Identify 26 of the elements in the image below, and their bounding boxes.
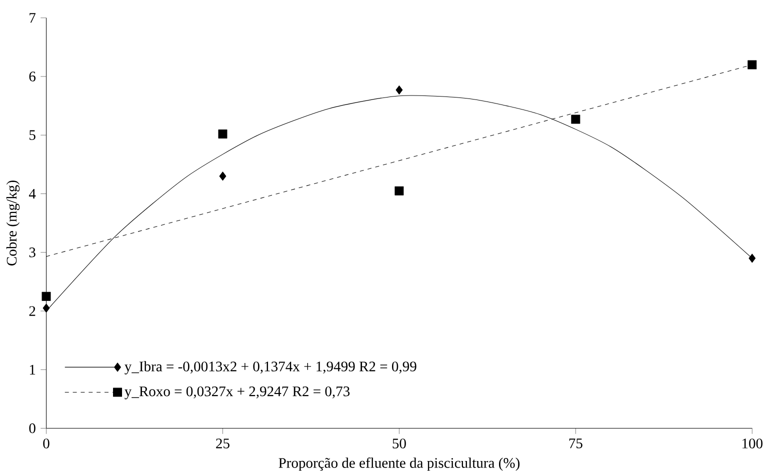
y-tick-label: 5	[30, 130, 36, 140]
y-tick-label: 6	[29, 72, 36, 82]
point	[748, 254, 756, 263]
x-tick-label: 75	[569, 438, 582, 448]
x-tick-label: 100	[742, 438, 762, 448]
y-tick-label: 3	[29, 248, 36, 258]
point	[748, 60, 757, 70]
legend-label: y_Roxo = 0,0327x + 2,9247 R2 = 0,73	[124, 386, 350, 400]
point	[42, 304, 50, 313]
legend-label: y_Ibra = -0,0013x2 + 0,1374x + 1,9499 R2 = 0,99	[124, 361, 416, 374]
x-axis-title: Proporção de efluente da piscicultura (%)	[278, 458, 520, 471]
point	[42, 292, 51, 301]
point	[394, 186, 404, 196]
point	[219, 172, 226, 181]
x-tick-label: 25	[216, 438, 230, 448]
point	[218, 129, 228, 138]
y-tick-label: 1	[30, 364, 36, 374]
x-tick-label: 0	[43, 438, 50, 448]
y-tick-label: 0	[29, 423, 36, 434]
y-tick-label: 4	[28, 189, 36, 199]
point	[571, 114, 580, 124]
point	[396, 86, 403, 95]
y-axis-title: Cobre (mg/kg)	[6, 180, 20, 266]
x-tick-label: 50	[392, 438, 406, 448]
y-tick-label: 7	[30, 13, 36, 23]
y-tick-label: 2	[29, 306, 36, 316]
